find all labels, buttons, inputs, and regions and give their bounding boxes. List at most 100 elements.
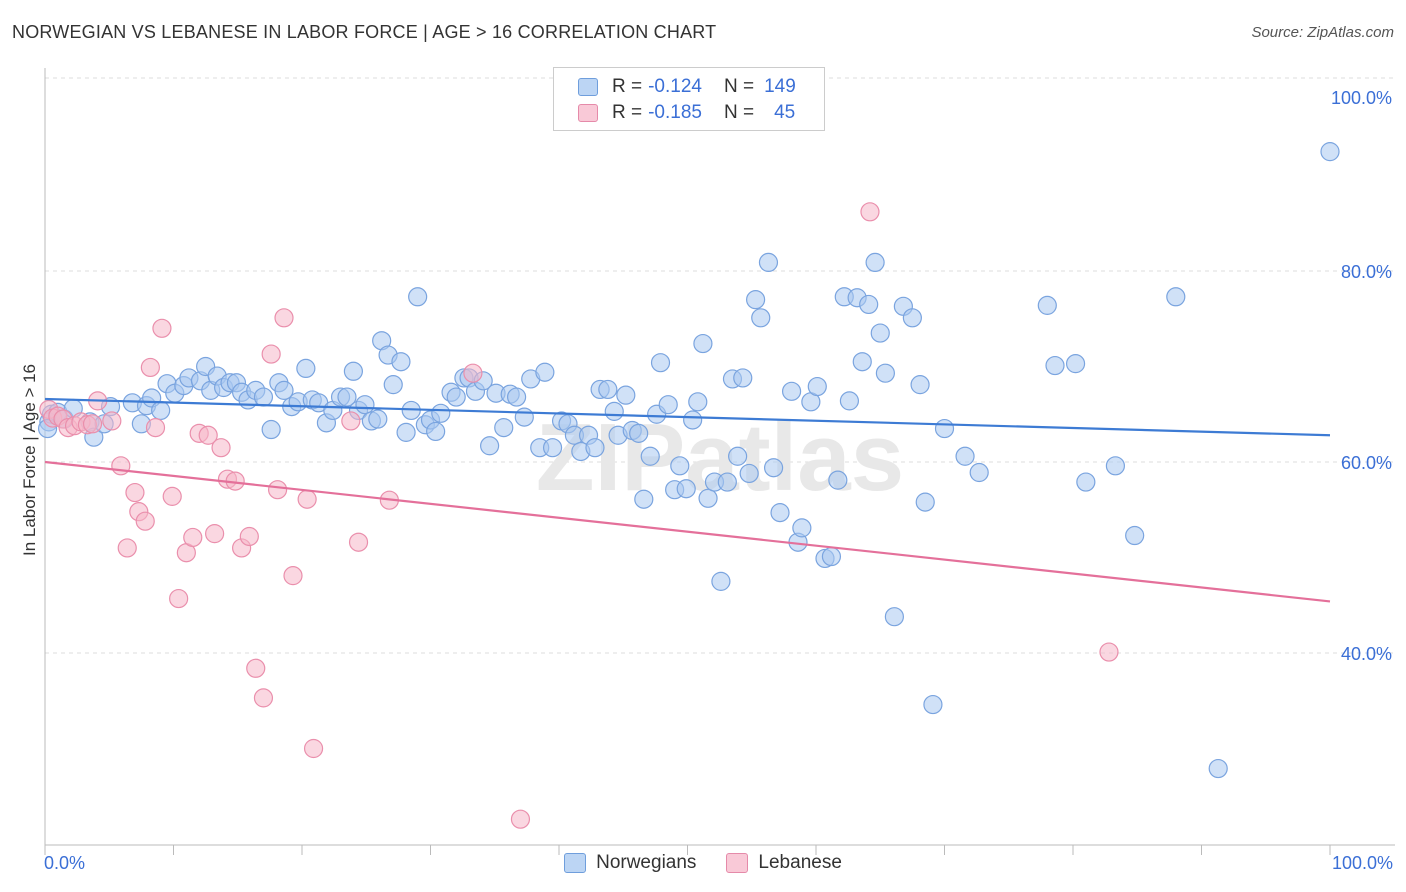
norwegians-point [629, 423, 649, 443]
watermark: ZIPatlas [536, 404, 904, 511]
norwegians-point [1076, 472, 1096, 492]
norwegians-point [852, 352, 872, 372]
norwegians-point [343, 361, 363, 381]
norwegians-trend-line [44, 397, 1331, 437]
norwegians-point [839, 391, 860, 411]
norwegians-point [859, 294, 879, 315]
legend-label-lebanese: Lebanese [758, 852, 842, 873]
lebanese-points [39, 202, 1119, 829]
norwegians-point [604, 401, 624, 421]
chart-source: Source: ZipAtlas.com [1251, 24, 1394, 41]
norwegians-point [598, 379, 618, 400]
legend-swatch-pink [578, 104, 598, 122]
norwegians-point [781, 381, 802, 401]
norwegians-point [1037, 295, 1057, 315]
norwegians-point [739, 463, 759, 484]
norwegians-point [923, 694, 943, 715]
norwegians-point [383, 375, 403, 395]
norwegians-point [494, 418, 514, 438]
chart-title: NORWEGIAN VS LEBANESE IN LABOR FORCE | A… [12, 22, 717, 42]
norwegians-point [535, 362, 555, 382]
norwegians-point [688, 392, 708, 412]
norwegians-point [969, 462, 989, 483]
norwegians-point [1208, 758, 1228, 779]
norwegians-point [396, 422, 416, 442]
norwegians-point [670, 456, 690, 476]
norwegians-point [698, 488, 718, 508]
norwegians-point [585, 438, 605, 458]
norwegians-point [506, 387, 527, 407]
lebanese-point [303, 738, 324, 759]
norwegians-point [431, 403, 451, 423]
lebanese-point [183, 527, 203, 548]
lebanese-point [111, 456, 131, 476]
norwegians-point [408, 287, 428, 307]
norwegians-point [717, 472, 737, 492]
norwegians-point [711, 571, 731, 591]
legend-n-value: 149 [764, 76, 796, 97]
norwegians-point [1065, 354, 1086, 374]
lebanese-point [162, 486, 182, 506]
norwegians-point [1105, 456, 1126, 476]
legend-r-label: R = [612, 102, 643, 123]
norwegians-point [828, 470, 848, 490]
legend-n-label: N = [723, 76, 755, 97]
norwegians-point [870, 323, 890, 343]
lebanese-point [102, 411, 122, 431]
lebanese-point [246, 658, 266, 678]
norwegians-point [296, 358, 316, 379]
norwegians-point [821, 546, 842, 567]
legend-series: Norwegians Lebanese [0, 852, 1406, 874]
legend-r-value: -0.124 [648, 76, 702, 97]
lebanese-point [860, 202, 880, 222]
norwegians-point [355, 395, 375, 415]
norwegians-point [884, 607, 904, 627]
norwegians-point [1125, 525, 1145, 546]
lebanese-point [198, 425, 218, 445]
norwegians-point [542, 438, 563, 458]
norwegians-point [616, 385, 636, 405]
lebanese-point [283, 566, 303, 586]
lebanese-point [341, 411, 361, 431]
norwegians-point [1166, 287, 1186, 307]
legend-item-lebanese[interactable]: Lebanese [726, 852, 842, 874]
lebanese-point [117, 538, 137, 558]
trend-lines [44, 397, 1331, 603]
norwegians-point [151, 400, 171, 421]
norwegians-point [746, 290, 766, 310]
legend-swatch-blue [578, 78, 598, 96]
legend-swatch-pink [726, 853, 749, 873]
norwegians-point [426, 421, 446, 442]
norwegians-point [337, 387, 357, 407]
legend-n-value: 45 [774, 102, 796, 123]
norwegians-point [368, 409, 388, 429]
legend-item-norwegians[interactable]: Norwegians [564, 852, 696, 874]
lebanese-point [125, 482, 145, 503]
legend-row-norwegians: R = -0.124 N = 149 [578, 75, 796, 99]
lebanese-point [140, 357, 160, 378]
norwegians-point [955, 446, 975, 466]
lebanese-point [145, 418, 166, 438]
norwegians-point [807, 376, 827, 397]
y-tick-label: 40.0% [1341, 644, 1392, 664]
norwegians-point [253, 387, 274, 407]
lebanese-point [261, 344, 281, 364]
axes [44, 68, 1395, 855]
norwegians-point [751, 308, 771, 328]
lebanese-point [510, 809, 531, 829]
legend-swatch-blue [564, 853, 587, 873]
lebanese-point [297, 489, 317, 509]
y-tick-label: 100.0% [1331, 88, 1392, 108]
norwegians-point [650, 353, 671, 373]
lebanese-point [152, 318, 172, 338]
legend-r-value: -0.185 [648, 102, 702, 123]
legend-n-label: N = [723, 102, 755, 123]
norwegians-point [902, 308, 922, 328]
legend-row-lebanese: R = -0.185 N = 45 [578, 101, 795, 125]
y-axis-label: In Labor Force | Age > 16 [20, 363, 39, 557]
x-tick-label: 0.0% [44, 853, 85, 873]
legend-label-norwegians: Norwegians [596, 852, 697, 873]
x-tick-label: 100.0% [1332, 853, 1393, 873]
norwegians-point [391, 352, 411, 372]
norwegians-point [634, 489, 654, 509]
